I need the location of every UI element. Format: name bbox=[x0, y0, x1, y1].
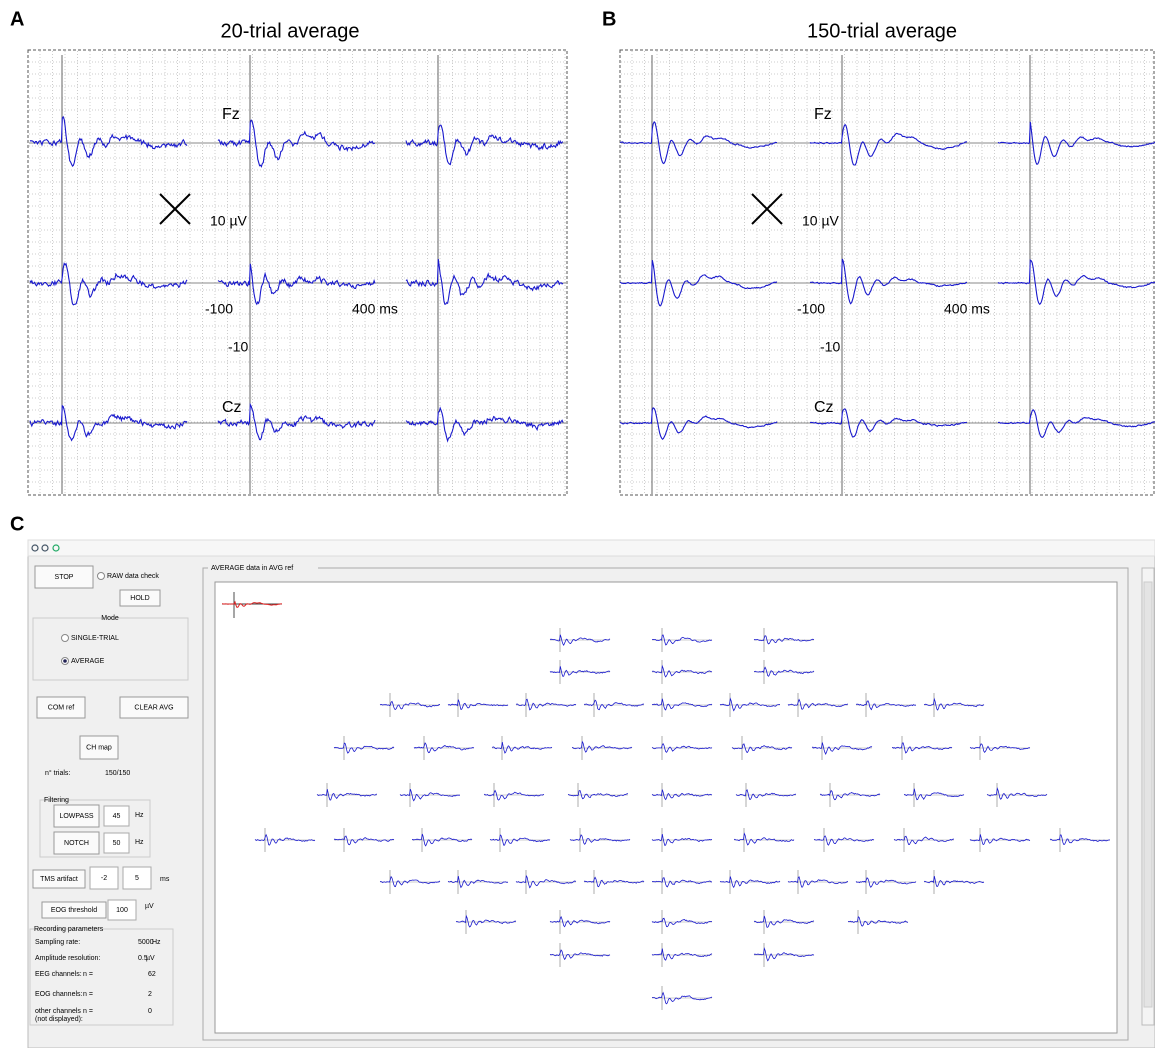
param-value: 0 bbox=[148, 1008, 152, 1015]
electrode-label: Cz bbox=[222, 399, 242, 416]
input-value: 50 bbox=[113, 840, 121, 847]
button-label: EOG threshold bbox=[51, 907, 97, 914]
panel-title: 20-trial average bbox=[221, 20, 360, 42]
param-name-line: (not displayed): bbox=[35, 1016, 83, 1023]
scale-label: 10 µV bbox=[802, 213, 840, 229]
param-unit: Hz bbox=[152, 939, 161, 946]
figure: A20-trial averageFzCz10 µV-100400 ms-10B… bbox=[0, 0, 1155, 1048]
input-value: 100 bbox=[116, 907, 128, 914]
electrode-label: Cz bbox=[814, 399, 834, 416]
eeg-trace bbox=[620, 408, 777, 439]
eeg-trace bbox=[998, 410, 1155, 438]
param-unit: µV bbox=[146, 955, 155, 962]
button-label: STOP bbox=[55, 574, 74, 581]
eeg-trace bbox=[810, 125, 967, 165]
param-n: n = bbox=[83, 1008, 93, 1015]
electrode-label: Fz bbox=[814, 106, 832, 123]
param-n: n = bbox=[83, 991, 93, 998]
scale-label: -100 bbox=[205, 301, 233, 317]
radio-dot bbox=[63, 659, 67, 663]
button-label: CH map bbox=[86, 744, 112, 751]
button-label: LOWPASS bbox=[59, 813, 93, 820]
unit: Hz bbox=[135, 839, 144, 846]
radio-button[interactable] bbox=[98, 573, 105, 580]
radio-button[interactable] bbox=[62, 635, 69, 642]
scale-label: 400 ms bbox=[352, 301, 398, 317]
unit: µV bbox=[145, 903, 154, 910]
button-label: HOLD bbox=[130, 595, 149, 602]
frame-title: AVERAGE data in AVG ref bbox=[211, 565, 293, 572]
panel-label: A bbox=[10, 8, 24, 30]
scale-label: -10 bbox=[820, 339, 840, 355]
cross-icon bbox=[160, 194, 190, 224]
button-label: COM ref bbox=[48, 704, 75, 711]
param-name: EOG channels: bbox=[35, 991, 83, 998]
unit: ms bbox=[160, 876, 170, 883]
button-label: TMS artifact bbox=[40, 876, 78, 883]
group-title: Mode bbox=[101, 615, 119, 622]
unit: Hz bbox=[135, 812, 144, 819]
button-label: NOTCH bbox=[64, 840, 89, 847]
panel-label: B bbox=[602, 8, 616, 30]
panel-box bbox=[620, 50, 1154, 495]
radio-label: SINGLE-TRIAL bbox=[71, 635, 119, 642]
param-name: EEG channels: bbox=[35, 971, 82, 978]
electrode-label: Fz bbox=[222, 106, 240, 123]
param-name: Amplitude resolution: bbox=[35, 955, 100, 962]
param-value: 2 bbox=[148, 991, 152, 998]
toolbar bbox=[28, 540, 1155, 556]
radio-label: AVERAGE bbox=[71, 658, 105, 665]
param-name-line: other channels bbox=[35, 1008, 81, 1015]
input-value: 5 bbox=[135, 875, 139, 882]
eeg-trace bbox=[998, 260, 1155, 304]
param-n: n = bbox=[83, 971, 93, 978]
scale-label: -10 bbox=[228, 339, 248, 355]
param-value: 62 bbox=[148, 971, 156, 978]
cross-icon bbox=[752, 194, 782, 224]
eeg-trace bbox=[30, 264, 187, 305]
scale-label: 400 ms bbox=[944, 301, 990, 317]
label: n° trials: bbox=[45, 769, 70, 777]
group-title: Recording parameters bbox=[34, 926, 104, 933]
plot-area bbox=[215, 582, 1117, 1033]
param-name: other channels(not displayed): bbox=[35, 1008, 83, 1023]
eeg-trace bbox=[218, 264, 375, 304]
eeg-trace bbox=[406, 125, 563, 164]
input-value: -2 bbox=[101, 875, 107, 882]
input-value: 45 bbox=[113, 813, 121, 820]
scale-label: 10 µV bbox=[210, 213, 248, 229]
panel-title: 150-trial average bbox=[807, 20, 957, 42]
param-name: Sampling rate: bbox=[35, 939, 80, 946]
scroll-thumb[interactable] bbox=[1144, 582, 1152, 1007]
panel-box bbox=[28, 50, 567, 495]
value: 150/150 bbox=[105, 770, 130, 777]
eeg-trace bbox=[30, 117, 187, 166]
radio-label: RAW data check bbox=[107, 573, 159, 580]
eeg-trace bbox=[406, 408, 563, 441]
group-title: Filtering bbox=[44, 797, 69, 804]
scale-label: -100 bbox=[797, 301, 825, 317]
button-label: CLEAR AVG bbox=[134, 704, 173, 711]
panel-label: C bbox=[10, 513, 24, 535]
